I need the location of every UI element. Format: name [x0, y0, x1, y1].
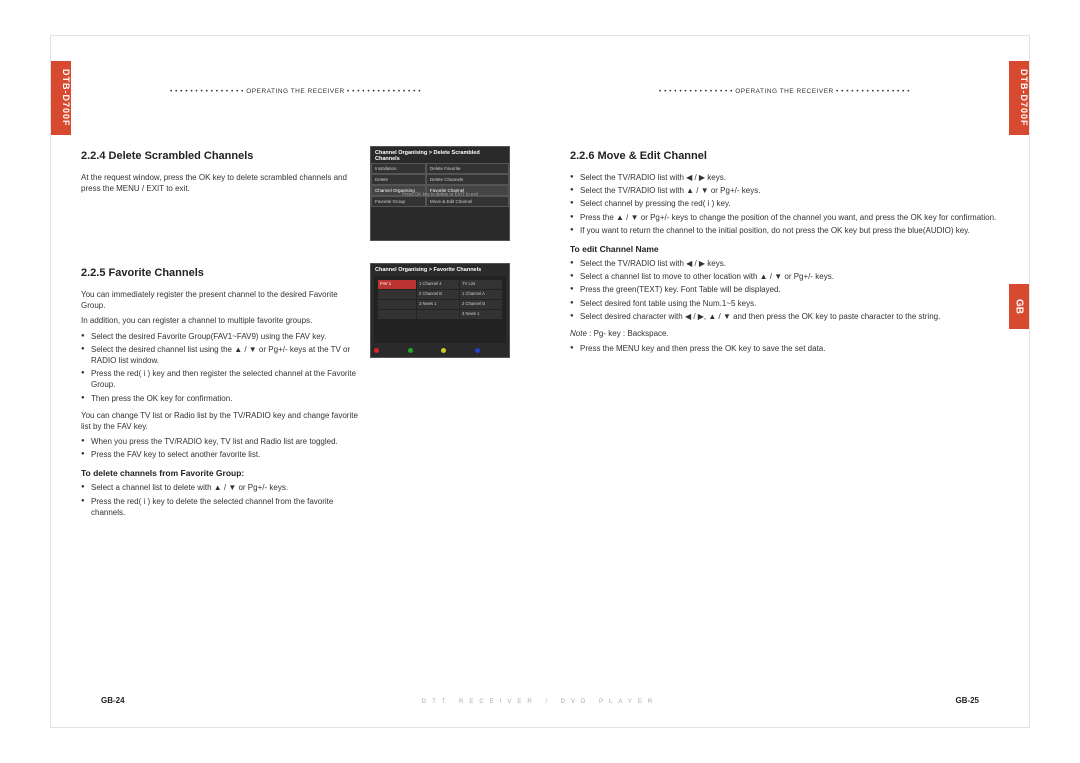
dot-green-icon: [408, 348, 413, 353]
s226-bullets-2: Select the TV/RADIO list with ◀ / ▶ keys…: [570, 258, 999, 322]
page-left: DTB-D700F • • • • • • • • • • • • • • • …: [51, 36, 540, 727]
s226-bullets-1: Select the TV/RADIO list with ◀ / ▶ keys…: [570, 172, 999, 236]
footer-label: DTT RECEIVER / DVD PLAYER: [422, 699, 658, 705]
note-label: Note: [570, 329, 587, 338]
section-226-title: 2.2.6 Move & Edit Channel: [570, 150, 999, 162]
bullet: Select desired character with ◀ / ▶, ▲ /…: [570, 311, 999, 322]
dot-yellow-icon: [441, 348, 446, 353]
bullet: Select the TV/RADIO list with ◀ / ▶ keys…: [570, 172, 999, 183]
shot2-title: Channel Organising > Favorite Channels: [371, 264, 509, 274]
bullet: Press the FAV key to select another favo…: [81, 449, 360, 460]
running-head-right: • • • • • • • • • • • • • • • OPERATING …: [540, 88, 1029, 95]
screenshot-favorite: Channel Organising > Favorite Channels F…: [370, 263, 510, 358]
section-225-title: 2.2.5 Favorite Channels: [81, 267, 360, 279]
page-spread: DTB-D700F • • • • • • • • • • • • • • • …: [50, 35, 1030, 728]
model-tab-left: DTB-D700F: [51, 61, 71, 135]
page-right: DTB-D700F GB • • • • • • • • • • • • • •…: [540, 36, 1029, 727]
bullet: When you press the TV/RADIO key, TV list…: [81, 436, 360, 447]
s225-bullets-1: Select the desired Favorite Group(FAV1~F…: [81, 331, 360, 404]
section-224-title: 2.2.4 Delete Scrambled Channels: [81, 150, 360, 162]
section-224-row: 2.2.4 Delete Scrambled Channels At the r…: [81, 146, 510, 241]
shot1-msg: Press OK key to delete or EXIT to exit: [402, 191, 478, 196]
s225-bullets-3: Select a channel list to delete with ▲ /…: [81, 482, 360, 518]
s225-del-title: To delete channels from Favorite Group:: [81, 468, 360, 478]
edit-channel-name-title: To edit Channel Name: [570, 244, 999, 254]
section-225-row: 2.2.5 Favorite Channels You can immediat…: [81, 263, 510, 524]
s225-bullets-2: When you press the TV/RADIO key, TV list…: [81, 436, 360, 460]
s225-p2: In addition, you can register a channel …: [81, 315, 360, 326]
gb-tab: GB: [1009, 284, 1029, 329]
dot-blue-icon: [475, 348, 480, 353]
page-number-right: GB-25: [955, 696, 979, 705]
bullet: Press the red( i ) key and then register…: [81, 368, 360, 390]
section-226-row: 2.2.6 Move & Edit Channel Select the TV/…: [570, 146, 999, 360]
s225-p3: You can change TV list or Radio list by …: [81, 410, 360, 432]
section-224-body: At the request window, press the OK key …: [81, 172, 360, 194]
model-tab-right: DTB-D700F: [1009, 61, 1029, 135]
bullet: Select a channel list to delete with ▲ /…: [81, 482, 360, 493]
running-head-left: • • • • • • • • • • • • • • • OPERATING …: [51, 88, 540, 95]
bullet: Then press the OK key for confirmation.: [81, 393, 360, 404]
bullet: Select the TV/RADIO list with ◀ / ▶ keys…: [570, 258, 999, 269]
bullet: Press the green(TEXT) key. Font Table wi…: [570, 284, 999, 295]
bullet: Select channel by pressing the red( i ) …: [570, 198, 999, 209]
screenshot-delete-scrambled: Channel Organising > Delete Scrambled Ch…: [370, 146, 510, 241]
bullet: Press the ▲ / ▼ or Pg+/- keys to change …: [570, 212, 999, 223]
bullet: Press the MENU key and then press the OK…: [570, 343, 999, 354]
bullet: Select the desired Favorite Group(FAV1~F…: [81, 331, 360, 342]
shot1-title: Channel Organising > Delete Scrambled Ch…: [371, 147, 509, 163]
note-value: : Pg- key : Backspace.: [587, 329, 669, 338]
s225-p1: You can immediately register the present…: [81, 289, 360, 311]
bullet: Press the red( i ) key to delete the sel…: [81, 496, 360, 518]
page-number-left: GB-24: [101, 696, 125, 705]
bullet: Select the desired channel list using th…: [81, 344, 360, 366]
bullet: If you want to return the channel to the…: [570, 225, 999, 236]
note-line: Note : Pg- key : Backspace.: [570, 328, 999, 339]
bullet: Select a channel list to move to other l…: [570, 271, 999, 282]
bullet: Select desired font table using the Num.…: [570, 298, 999, 309]
dot-red-icon: [374, 348, 379, 353]
bullet: Select the TV/RADIO list with ▲ / ▼ or P…: [570, 185, 999, 196]
s226-bullets-3: Press the MENU key and then press the OK…: [570, 343, 999, 354]
